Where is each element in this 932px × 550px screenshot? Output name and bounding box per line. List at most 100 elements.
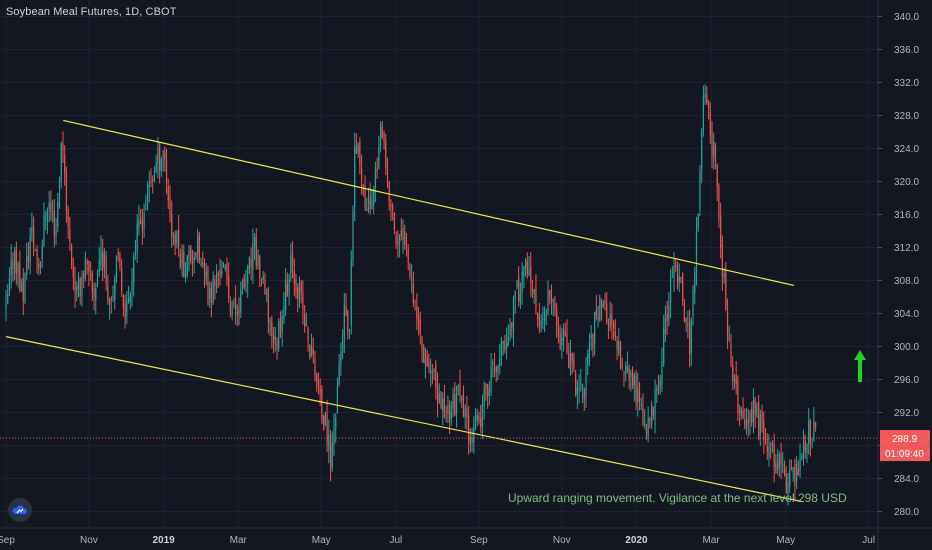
candle	[516, 279, 518, 290]
candle	[632, 366, 634, 389]
tradingview-cloud-icon[interactable]	[8, 498, 32, 522]
candle	[440, 390, 442, 410]
candle-body	[72, 265, 74, 279]
candle	[697, 213, 699, 233]
candle-body	[81, 277, 83, 298]
candle	[383, 130, 385, 150]
candle-body	[792, 467, 794, 472]
candle-body	[723, 273, 725, 278]
candle	[328, 419, 330, 464]
candle	[533, 288, 535, 304]
candle-body	[404, 231, 406, 245]
candle-body	[739, 410, 741, 414]
candle	[600, 298, 603, 321]
candle	[393, 211, 395, 235]
candle	[27, 241, 30, 270]
candle-body	[105, 256, 107, 284]
candle	[531, 280, 534, 298]
candle-body	[499, 357, 501, 366]
candle	[164, 146, 166, 172]
candle	[323, 414, 325, 431]
candle	[253, 232, 256, 261]
candle-body	[547, 289, 549, 313]
candle-body	[614, 331, 616, 338]
candle-body	[184, 273, 187, 277]
candle-body	[145, 207, 147, 209]
candle-body	[495, 366, 497, 372]
candle	[354, 132, 356, 221]
x-axis[interactable]: Sep Nov 2019 Mar May Jul Sep Nov 2020 Mar May Jul	[0, 535, 875, 546]
countdown-label: 01:09:40	[885, 449, 924, 460]
candle-body	[571, 352, 573, 362]
candle-body	[656, 388, 658, 391]
candle	[74, 266, 76, 308]
candle	[530, 252, 532, 297]
candle	[364, 175, 366, 211]
candle	[814, 421, 817, 432]
candle	[367, 187, 370, 214]
candle-body	[718, 185, 720, 220]
candle	[430, 358, 432, 387]
candle	[165, 148, 168, 195]
candle-body	[15, 249, 17, 274]
candle	[782, 451, 784, 474]
candle-body	[573, 357, 575, 370]
candle-body	[62, 144, 64, 151]
candle-body	[293, 270, 295, 284]
candle	[547, 280, 549, 316]
trendlines[interactable]	[5, 119, 803, 503]
candle-body	[707, 100, 710, 109]
candle-body	[411, 278, 413, 281]
candle	[576, 380, 578, 410]
candle	[616, 335, 618, 361]
candle-body	[176, 232, 178, 245]
candle-body	[554, 303, 556, 310]
candle	[183, 244, 185, 278]
candle	[699, 165, 701, 217]
candle-body	[65, 170, 68, 212]
candle-body	[417, 314, 420, 323]
y-tick-label: 340.0	[894, 12, 919, 23]
candle	[197, 228, 199, 264]
candle	[398, 234, 401, 258]
candle	[614, 319, 616, 341]
candle-body	[304, 313, 306, 327]
candle-body	[127, 298, 130, 302]
candle-body	[234, 299, 237, 311]
candle	[519, 282, 522, 309]
candle	[454, 382, 456, 417]
candle	[783, 460, 786, 477]
candle	[119, 251, 121, 272]
candle	[761, 404, 763, 433]
candle	[262, 271, 264, 284]
candle	[428, 353, 430, 374]
candle-body	[733, 378, 736, 383]
x-tick-label: Mar	[702, 535, 720, 546]
candle	[583, 387, 585, 411]
candle-body	[5, 304, 7, 310]
candle-body	[41, 246, 43, 260]
candle-body	[314, 359, 316, 376]
candle-body	[493, 361, 496, 363]
y-axis[interactable]: 340.0 336.0 332.0 328.0 324.0 320.0 316.0 312.0…	[878, 12, 930, 518]
candle-body	[697, 213, 699, 229]
candle	[694, 266, 696, 305]
candle	[150, 168, 152, 187]
candle	[575, 369, 577, 397]
candle-body	[157, 147, 159, 165]
candle-body	[721, 244, 723, 277]
candle-body	[702, 96, 704, 131]
candle	[721, 235, 723, 292]
candle	[126, 291, 128, 324]
candle	[269, 317, 271, 337]
candle	[55, 217, 57, 245]
candle	[443, 385, 446, 419]
candle	[569, 339, 572, 376]
candle-body	[252, 243, 254, 270]
candle	[243, 273, 245, 290]
candle-body	[148, 185, 150, 188]
candle-body	[471, 438, 473, 444]
candle-body	[773, 445, 775, 468]
candle	[385, 133, 387, 176]
